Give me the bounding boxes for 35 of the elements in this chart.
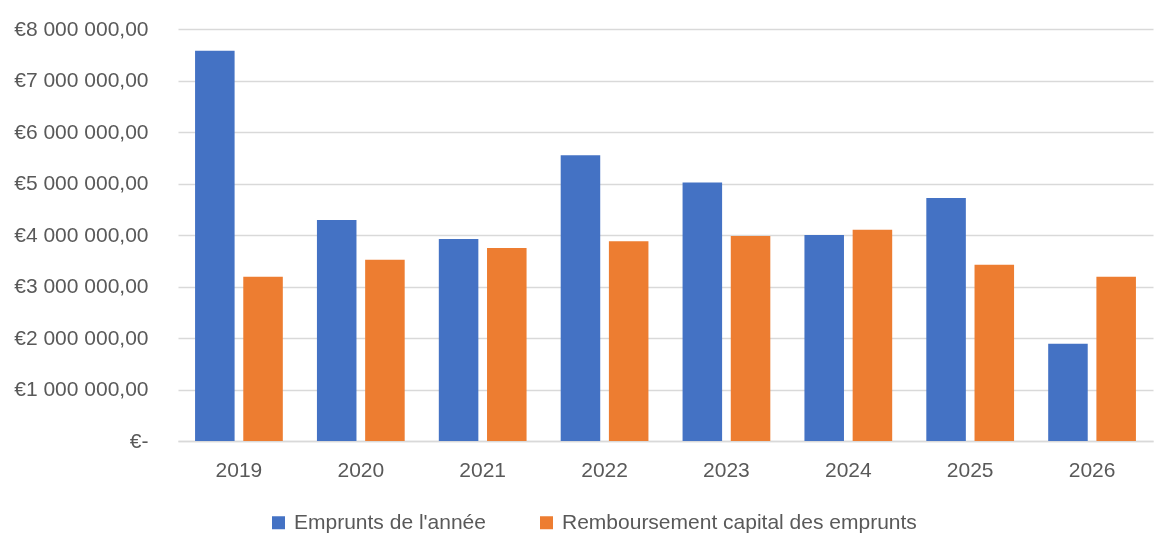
bar [852, 229, 893, 441]
bar [316, 220, 357, 441]
legend-label: Emprunts de l'année [294, 509, 486, 533]
bar [730, 236, 771, 441]
x-tick-label: 2024 [824, 457, 872, 481]
bar [608, 241, 649, 441]
x-tick-label: 2020 [337, 457, 385, 481]
y-tick-label: €4 000 000,00 [14, 222, 149, 246]
x-tick-label: 2022 [581, 457, 628, 481]
bar [195, 50, 235, 441]
bar [974, 264, 1015, 441]
bar [243, 276, 283, 441]
bar [560, 155, 601, 441]
bar [926, 197, 966, 441]
y-tick-label: €2 000 000,00 [14, 325, 149, 349]
bar [1096, 276, 1136, 441]
y-tick-label: €8 000 000,00 [14, 16, 149, 40]
y-tick-label: €5 000 000,00 [14, 171, 149, 194]
bar [365, 259, 405, 441]
bar [487, 247, 527, 441]
x-tick-label: 2025 [946, 457, 994, 481]
y-tick-label: €3 000 000,00 [14, 274, 149, 297]
x-tick-label: 2023 [703, 457, 750, 481]
y-tick-label: €- [129, 428, 149, 452]
y-tick-label: €7 000 000,00 [14, 68, 149, 91]
x-tick-label: 2019 [215, 457, 263, 481]
legend-label: Remboursement capital des emprunts [562, 509, 917, 533]
x-tick-label: 2026 [1068, 457, 1116, 481]
y-tick-label: €6 000 000,00 [14, 119, 149, 143]
bar [1048, 343, 1088, 441]
y-tick-label: €1 000 000,00 [14, 377, 149, 400]
x-tick-label: 2021 [459, 457, 507, 481]
bar [438, 239, 479, 441]
bar [682, 182, 723, 441]
bar [804, 235, 844, 441]
